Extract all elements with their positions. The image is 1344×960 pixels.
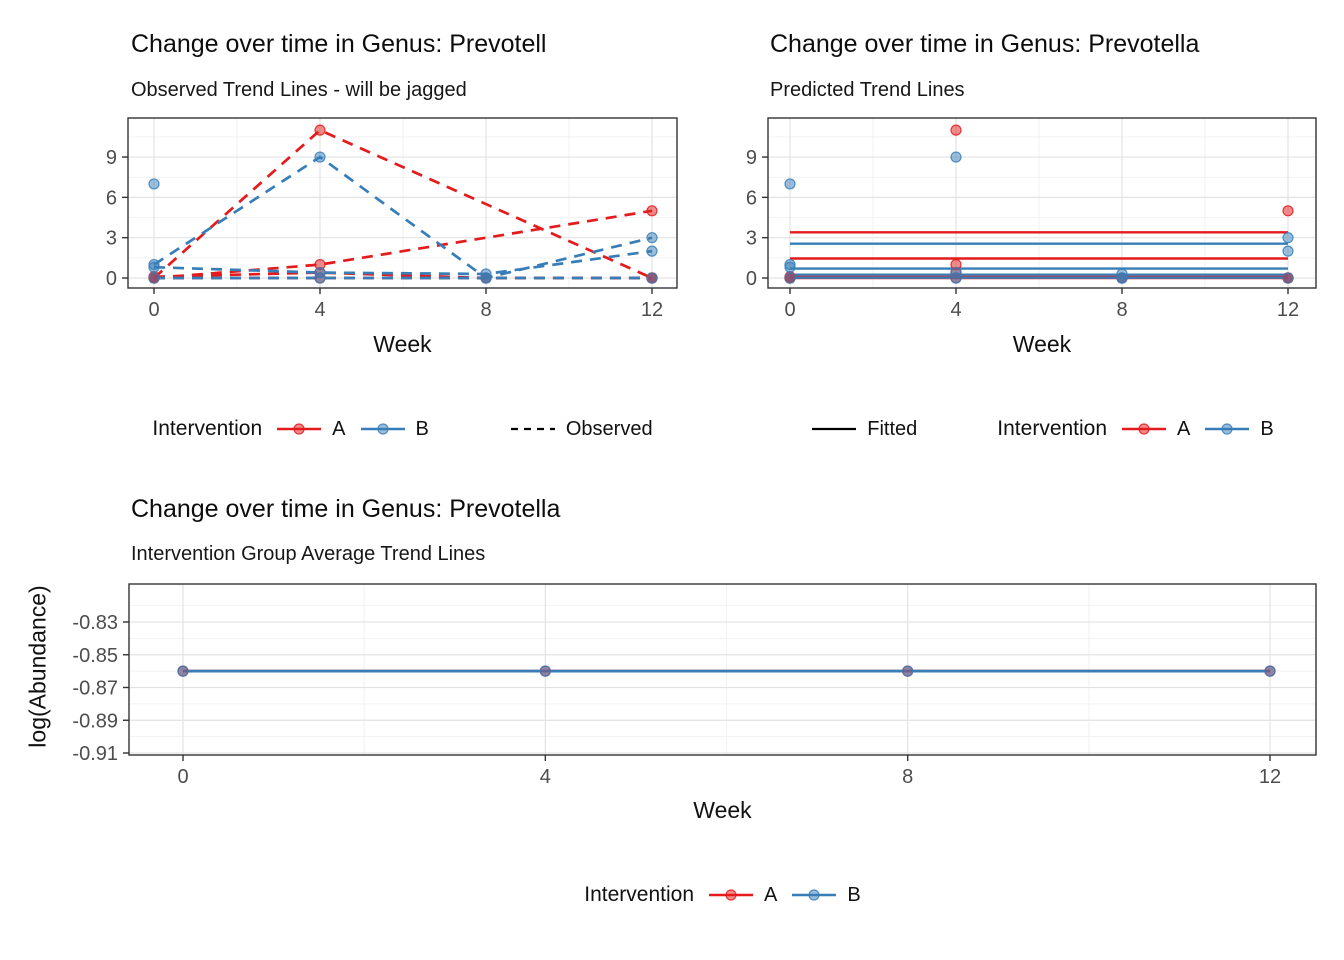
svg-text:9: 9	[106, 147, 117, 169]
svg-text:9: 9	[746, 147, 757, 169]
svg-text:4: 4	[540, 766, 551, 788]
svg-text:8: 8	[1116, 299, 1127, 321]
svg-text:0: 0	[106, 268, 117, 290]
chart1-legend-title: Intervention	[152, 417, 263, 440]
svg-text:12: 12	[1259, 766, 1281, 788]
chart1-legend: Intervention A B Observed	[128, 408, 677, 450]
chart2-legend-item-b: B	[1203, 417, 1274, 441]
chart2-legend-label-a: A	[1177, 417, 1191, 440]
svg-text:4: 4	[314, 299, 325, 321]
svg-text:-0.91: -0.91	[72, 743, 118, 765]
legend-key-a-icon	[275, 417, 323, 441]
legend-key-b-icon	[359, 417, 407, 441]
chart1-legend-label-observed: Observed	[565, 417, 653, 440]
chart3-legend: Intervention A B	[129, 874, 1316, 916]
chart2-legend-label-b: B	[1260, 417, 1274, 440]
chart3-legend-label-b: B	[847, 883, 861, 906]
chart2-legend: Fitted Intervention A B	[768, 408, 1316, 450]
chart1-plot-area: 0 4 8 12 0 3 6 9	[106, 117, 678, 321]
svg-text:8: 8	[480, 299, 491, 321]
chart1-legend-item-observed: Observed	[509, 417, 653, 441]
chart1-legend-label-a: A	[332, 417, 346, 440]
chart3-plot-area: 0 4 8 12 -0.83 -0.85 -0.87 -0.89 -0.91	[72, 583, 1317, 788]
chart1-legend-item-a: A	[275, 417, 346, 441]
svg-text:0: 0	[148, 299, 159, 321]
chart2-subtitle: Predicted Trend Lines	[770, 79, 965, 101]
svg-text:-0.83: -0.83	[72, 612, 118, 634]
legend-key-b-icon	[790, 883, 838, 907]
chart2-legend-title: Intervention	[997, 417, 1108, 440]
chart3-legend-label-a: A	[764, 883, 778, 906]
chart2-legend-item-fitted: Fitted	[810, 417, 917, 441]
chart1-legend-item-b: B	[359, 417, 429, 441]
svg-text:-0.85: -0.85	[72, 645, 118, 667]
chart3-legend-item-a: A	[707, 883, 777, 907]
chart3-subtitle: Intervention Group Average Trend Lines	[131, 543, 486, 565]
chart2-title: Change over time in Genus: Prevotella	[770, 30, 1200, 58]
legend-key-a-icon	[707, 883, 755, 907]
legend-spacer	[930, 429, 984, 430]
svg-text:0: 0	[746, 268, 757, 290]
legend-key-b-icon	[1203, 417, 1251, 441]
svg-text:-0.87: -0.87	[72, 678, 118, 700]
svg-text:0: 0	[177, 766, 188, 788]
chart2-legend-item-a: A	[1120, 417, 1190, 441]
legend-key-fitted-solid-line-icon	[810, 417, 858, 441]
chart2-legend-label-fitted: Fitted	[867, 417, 918, 440]
chart2-plot-area: 0 4 8 12 0 3 6 9	[746, 117, 1317, 321]
chart3-title: Change over time in Genus: Prevotella	[131, 495, 561, 523]
chart1-x-axis-title: Week	[373, 331, 432, 357]
chart1-subtitle: Observed Trend Lines - will be jagged	[131, 79, 467, 101]
svg-text:3: 3	[746, 228, 757, 250]
chart3-x-axis-title: Week	[693, 797, 752, 823]
legend-key-observed-dashed-line-icon	[509, 417, 557, 441]
svg-text:6: 6	[746, 187, 757, 209]
svg-text:6: 6	[106, 187, 117, 209]
svg-text:12: 12	[1277, 299, 1299, 321]
chart1-title: Change over time in Genus: Prevotell	[131, 30, 547, 58]
chart3-legend-title: Intervention	[584, 883, 695, 906]
svg-text:8: 8	[902, 766, 913, 788]
chart3-legend-item-b: B	[790, 883, 861, 907]
chart2-x-axis-title: Week	[1012, 331, 1072, 357]
chart1-legend-label-b: B	[415, 417, 429, 440]
svg-text:4: 4	[950, 299, 961, 321]
svg-text:3: 3	[106, 228, 117, 250]
svg-text:-0.89: -0.89	[72, 710, 118, 732]
legend-spacer	[442, 429, 496, 430]
legend-key-a-icon	[1120, 417, 1168, 441]
svg-text:12: 12	[641, 299, 663, 321]
svg-text:0: 0	[784, 299, 795, 321]
